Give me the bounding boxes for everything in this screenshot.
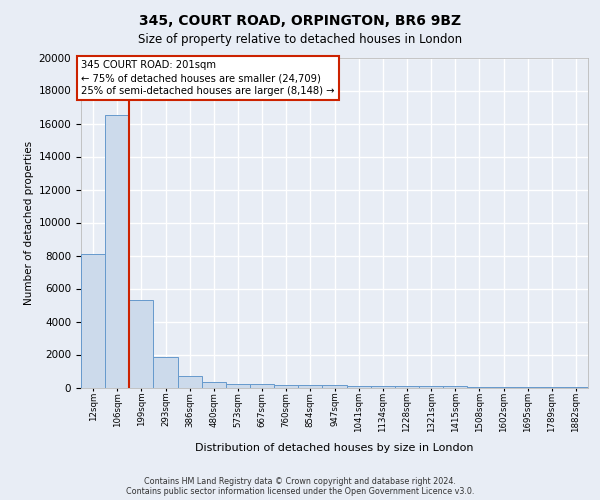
Bar bbox=[467, 386, 491, 388]
Bar bbox=[202, 382, 226, 388]
Bar bbox=[274, 384, 298, 388]
Bar bbox=[395, 386, 419, 388]
Bar bbox=[515, 386, 540, 388]
Bar bbox=[226, 384, 250, 388]
X-axis label: Distribution of detached houses by size in London: Distribution of detached houses by size … bbox=[195, 443, 474, 453]
Bar bbox=[105, 116, 129, 388]
Bar bbox=[322, 386, 347, 388]
Text: Contains public sector information licensed under the Open Government Licence v3: Contains public sector information licen… bbox=[126, 487, 474, 496]
Bar bbox=[419, 386, 443, 388]
Bar bbox=[81, 254, 105, 388]
Bar bbox=[298, 385, 322, 388]
Text: 345 COURT ROAD: 201sqm
← 75% of detached houses are smaller (24,709)
25% of semi: 345 COURT ROAD: 201sqm ← 75% of detached… bbox=[82, 60, 335, 96]
Text: 345, COURT ROAD, ORPINGTON, BR6 9BZ: 345, COURT ROAD, ORPINGTON, BR6 9BZ bbox=[139, 14, 461, 28]
Y-axis label: Number of detached properties: Number of detached properties bbox=[25, 140, 34, 304]
Bar bbox=[347, 386, 371, 388]
Bar bbox=[371, 386, 395, 388]
Bar bbox=[540, 387, 564, 388]
Bar bbox=[129, 300, 154, 388]
Text: Contains HM Land Registry data © Crown copyright and database right 2024.: Contains HM Land Registry data © Crown c… bbox=[144, 477, 456, 486]
Bar bbox=[443, 386, 467, 388]
Bar bbox=[491, 386, 515, 388]
Bar bbox=[250, 384, 274, 388]
Bar bbox=[564, 387, 588, 388]
Bar bbox=[154, 357, 178, 388]
Bar bbox=[178, 376, 202, 388]
Text: Size of property relative to detached houses in London: Size of property relative to detached ho… bbox=[138, 32, 462, 46]
